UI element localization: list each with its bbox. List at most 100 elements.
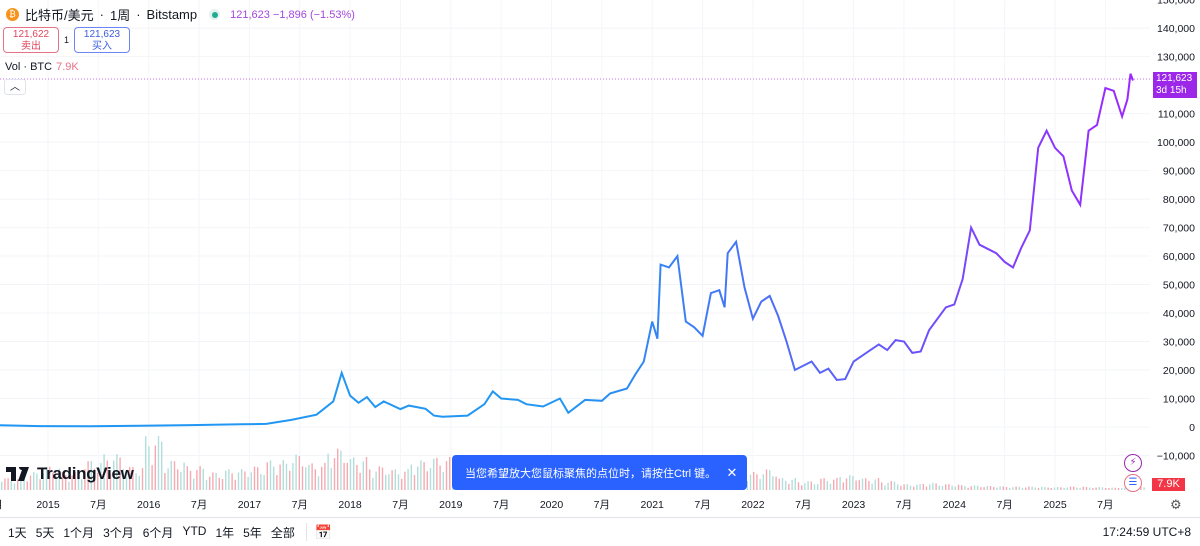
- volume-bar: [1117, 488, 1120, 490]
- volume-bar: [749, 474, 752, 490]
- volume-bar: [269, 460, 272, 490]
- volume-bar: [209, 476, 211, 490]
- time-tick: 7月: [795, 499, 811, 511]
- volume-bar: [410, 464, 412, 490]
- volume-bar: [250, 472, 252, 490]
- sell-button[interactable]: 121,622 卖出: [3, 27, 59, 53]
- date-range-calendar-icon[interactable]: 📅: [314, 523, 333, 540]
- volume-bar: [49, 466, 51, 490]
- volume-bar: [977, 485, 979, 490]
- volume-bar: [1066, 487, 1068, 490]
- volume-bar: [36, 473, 38, 490]
- time-tick: 7月: [191, 499, 207, 511]
- volume-bar: [132, 466, 134, 490]
- volume-bar: [791, 479, 793, 490]
- range-button-7[interactable]: 5年: [243, 525, 262, 540]
- volume-bar: [1140, 487, 1142, 490]
- volume-bar: [1053, 487, 1056, 490]
- volume-bar: [964, 486, 966, 490]
- volume-bar: [983, 487, 985, 490]
- time-tick: 2018: [338, 499, 362, 511]
- volume-bar: [388, 474, 390, 490]
- volume-bar: [378, 466, 380, 490]
- volume-bar: [289, 470, 291, 490]
- volume-bar: [17, 479, 19, 490]
- volume-bar: [913, 486, 915, 490]
- range-button-5[interactable]: YTD: [182, 523, 207, 538]
- volume-bar: [164, 472, 166, 490]
- volume-bar: [1, 481, 3, 490]
- volume-bar: [276, 475, 278, 490]
- volume-bar: [765, 469, 768, 490]
- range-button-1[interactable]: 5天: [35, 525, 55, 540]
- volume-bar: [954, 486, 956, 490]
- volume-bar: [1089, 487, 1091, 490]
- volume-bar: [90, 460, 92, 490]
- bottom-toolbar: 1天 5天 1个月 3个月 6个月 YTD 1年 5年 全部 📅 17:24:59 UTC+8: [0, 517, 1200, 546]
- volume-bar: [279, 464, 281, 490]
- volume-bar: [1143, 487, 1145, 490]
- volume-bar: [346, 462, 348, 490]
- volume-bar: [865, 478, 867, 490]
- volume-bar: [45, 467, 48, 490]
- volume-bar: [244, 471, 246, 490]
- volume-bar: [1037, 487, 1040, 490]
- volume-bar: [1044, 487, 1046, 490]
- volume-bar: [189, 470, 192, 490]
- volume-bar: [1092, 488, 1094, 490]
- volume-bar: [836, 478, 838, 490]
- volume-bar: [365, 457, 368, 490]
- volume-bar: [84, 469, 86, 490]
- time-tick: 2020: [540, 499, 564, 511]
- time-tick: 7月: [292, 499, 308, 511]
- volume-bar: [218, 477, 220, 490]
- volume-bar: [1063, 487, 1065, 490]
- interval[interactable]: 1周: [109, 8, 131, 23]
- symbol-name[interactable]: 比特币/美元: [25, 8, 94, 23]
- volume-bar: [845, 478, 848, 490]
- volume-bar: [1060, 487, 1062, 490]
- volume-bar: [948, 484, 950, 490]
- range-button-4[interactable]: 6个月: [142, 525, 174, 540]
- collapse-legend-button[interactable]: ︿: [4, 79, 26, 95]
- range-button-0[interactable]: 1天: [8, 525, 27, 540]
- price-tick: 40,000: [1163, 308, 1195, 320]
- volume-bar: [887, 482, 889, 490]
- volume-bar: [20, 478, 22, 490]
- range-button-8[interactable]: 全部: [270, 525, 295, 540]
- volume-bar: [394, 469, 396, 490]
- lightning-icon[interactable]: ⚡: [1124, 454, 1142, 472]
- range-button-3[interactable]: 3个月: [103, 525, 134, 540]
- volume-bar: [938, 485, 940, 490]
- tradingview-logo[interactable]: TradingView: [6, 464, 134, 484]
- price-line: [0, 73, 1134, 428]
- price-chart[interactable]: 150,000140,000130,000110,000100,00090,00…: [0, 0, 1200, 517]
- buy-button[interactable]: 121,623 买入: [74, 27, 130, 53]
- volume-bar: [874, 479, 876, 490]
- volume-bar: [861, 478, 864, 490]
- volume-bar: [855, 480, 857, 490]
- range-button-6[interactable]: 1年: [215, 525, 235, 540]
- volume-bar: [369, 469, 371, 490]
- volume-bar: [775, 476, 777, 490]
- volume-bar: [135, 473, 137, 490]
- price-tick: 90,000: [1163, 166, 1195, 178]
- volume-bar: [957, 484, 960, 490]
- volume-bar: [183, 462, 185, 490]
- time-tick: 7月: [594, 499, 610, 511]
- volume-bar: [993, 486, 995, 490]
- volume-bar: [298, 456, 300, 490]
- close-icon[interactable]: ✕: [726, 464, 738, 480]
- volume-bar: [295, 454, 297, 490]
- volume-bar: [746, 481, 748, 490]
- volume-bar: [167, 468, 169, 490]
- settings-gear-icon[interactable]: ⚙: [1170, 497, 1182, 512]
- range-button-2[interactable]: 1个月: [63, 525, 95, 540]
- time-tick: 2024: [943, 499, 967, 511]
- volume-bar: [154, 445, 156, 490]
- volume-bar: [801, 485, 803, 490]
- volume-bar: [817, 484, 819, 490]
- us-flag-icon[interactable]: ☰: [1124, 474, 1142, 492]
- volume-bar: [241, 469, 243, 490]
- clock[interactable]: 17:24:59 UTC+8: [1102, 525, 1191, 539]
